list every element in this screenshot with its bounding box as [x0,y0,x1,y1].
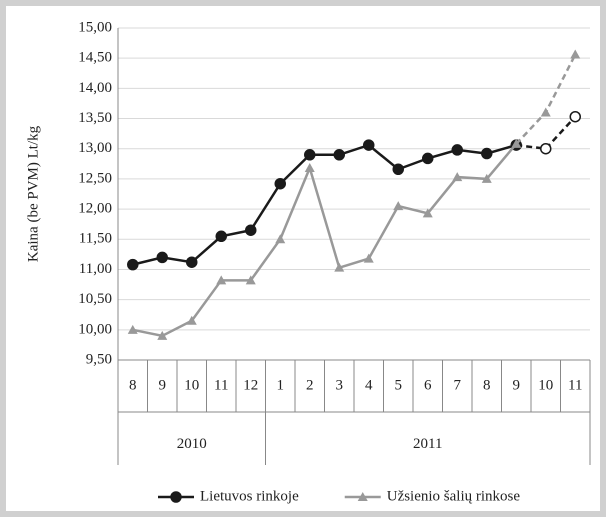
x-tick-label: 8 [129,377,137,393]
point [186,315,197,325]
point [422,152,434,165]
point [570,49,581,59]
x-tick-label: 12 [243,377,258,393]
point [215,230,227,243]
point [334,262,345,272]
x-tick-label: 4 [365,377,373,393]
point [363,253,374,263]
y-tick-label: 13,50 [78,110,112,126]
point [245,224,257,236]
point [569,110,581,123]
x-tick-label: 9 [513,377,521,393]
x-tick-label: 7 [454,377,462,393]
point [392,163,404,176]
y-tick-label: 15,00 [78,19,112,35]
y-tick-label: 11,00 [79,261,112,277]
point [216,275,227,285]
y-tick-label: 14,00 [78,80,112,96]
point [481,147,493,160]
group-label: 2010 [177,436,207,452]
point [452,172,463,182]
legend-marker [170,491,182,503]
x-tick-label: 11 [568,377,582,393]
point [186,256,198,268]
x-tick-label: 1 [277,377,285,393]
point [304,149,316,161]
point [275,234,286,244]
y-tick-label: 14,50 [78,50,112,66]
point [511,138,522,148]
legend-label: Lietuvos rinkoje [200,488,299,504]
x-tick-label: 11 [214,377,228,393]
point [274,177,286,190]
point [540,142,552,155]
point [422,208,433,218]
legend-label: Užsienio šalių rinkose [387,488,521,504]
x-tick-label: 2 [306,377,314,393]
point [245,275,256,285]
point [363,139,375,151]
point [393,201,404,211]
group-label: 2011 [413,436,442,452]
point [481,173,492,183]
x-tick-label: 10 [184,377,199,393]
y-tick-label: 10,50 [78,291,112,307]
point [127,258,139,271]
point [157,330,168,340]
x-tick-label: 5 [395,377,403,393]
y-tick-label: 10,00 [78,321,112,337]
y-tick-label: 9,50 [86,351,112,367]
y-tick-label: 12,50 [78,170,112,186]
legend-marker [357,492,368,501]
x-tick-label: 6 [424,377,432,393]
point [451,144,463,156]
point [156,251,168,264]
point [304,163,315,173]
x-tick-label: 10 [538,377,553,393]
point [127,324,138,334]
series-line [132,143,518,338]
y-tick-label: 13,00 [78,140,112,156]
y-tick-label: 11,50 [79,231,112,247]
x-tick-label: 9 [159,377,167,393]
x-tick-label: 8 [483,377,491,393]
point [333,149,345,161]
y-tick-label: 12,00 [78,201,112,217]
y-axis-label: Kaina (be PVM) Lt/kg [25,125,41,262]
point [540,107,551,117]
x-tick-label: 3 [336,377,344,393]
